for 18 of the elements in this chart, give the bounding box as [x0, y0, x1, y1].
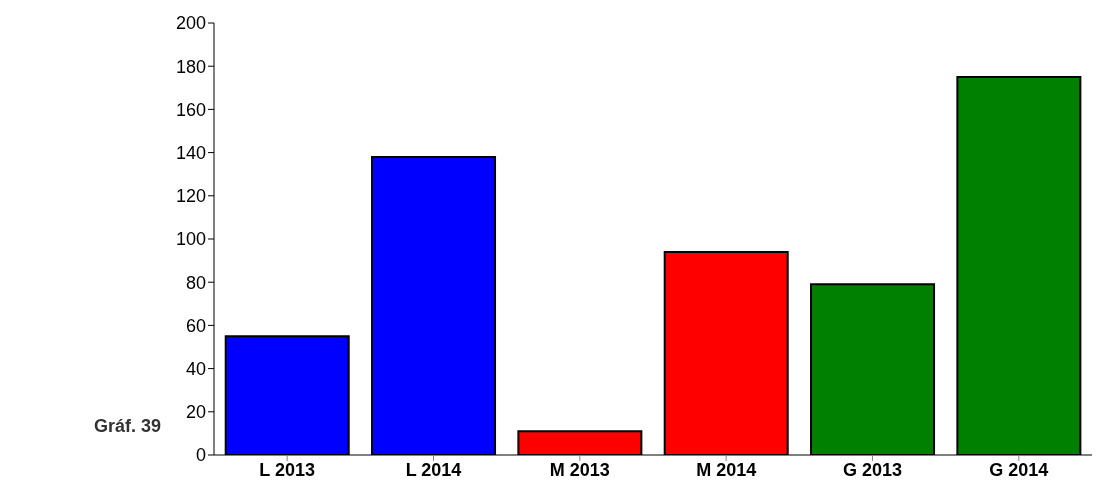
- x-tick-label: L 2013: [259, 459, 316, 480]
- y-tick-label: 100: [175, 229, 206, 250]
- y-tick-label: 160: [175, 99, 206, 120]
- x-tick-label: G 2014: [989, 459, 1049, 480]
- y-tick-label: 60: [185, 315, 206, 336]
- x-tick-label: L 2014: [405, 459, 462, 480]
- x-tick-label: M 2013: [549, 459, 610, 480]
- y-tick-label: 20: [185, 402, 206, 423]
- y-tick-label: 120: [175, 186, 206, 207]
- y-tick-label: 140: [175, 142, 206, 163]
- y-tick-label: 200: [175, 13, 206, 34]
- y-tick-label: 80: [185, 272, 206, 293]
- y-tick-label: 0: [195, 445, 206, 466]
- x-tick-label: M 2014: [696, 459, 757, 480]
- y-tick-label: 40: [185, 358, 206, 379]
- x-tick-label: G 2013: [842, 459, 903, 480]
- text: Gráf. 39: [94, 416, 162, 437]
- y-tick-label: 180: [175, 56, 206, 77]
